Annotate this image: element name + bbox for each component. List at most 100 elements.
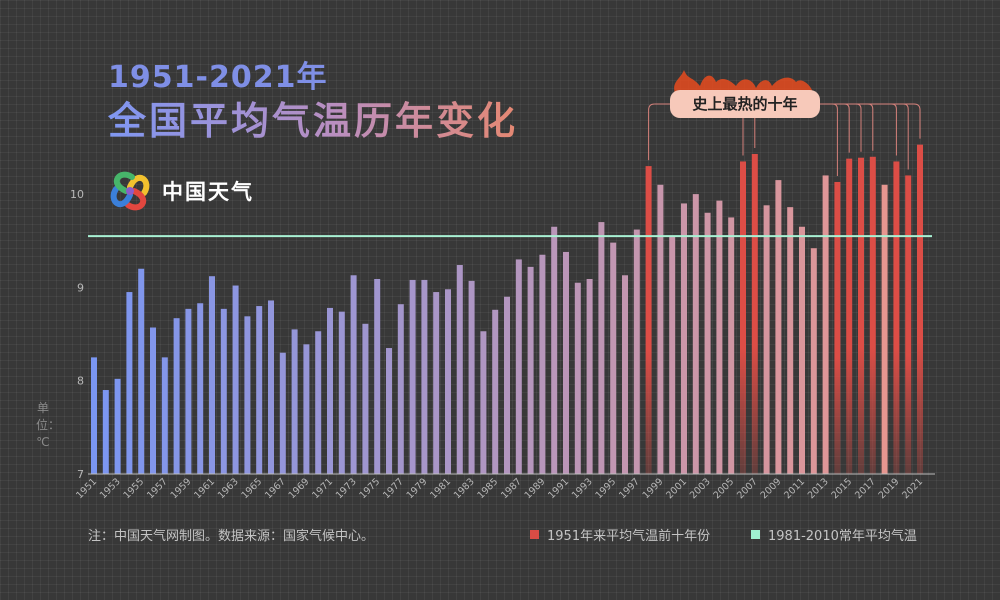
x-tick-label: 2009 — [759, 476, 784, 501]
bar-top-ten — [645, 166, 652, 475]
bar — [244, 316, 251, 474]
bar — [220, 308, 227, 474]
bar — [303, 344, 310, 474]
bar — [657, 184, 664, 474]
bar — [350, 275, 357, 474]
y-tick-label: 8 — [77, 375, 84, 388]
callout-badge — [670, 90, 820, 118]
bar — [468, 280, 475, 474]
bar-top-ten — [869, 156, 876, 474]
x-tick-label: 1979 — [405, 476, 430, 501]
y-tick-label: 9 — [77, 281, 84, 294]
x-tick-label: 2017 — [853, 476, 878, 501]
bar — [362, 323, 369, 474]
callout-label: 史上最热的十年 — [692, 95, 797, 113]
bar — [763, 205, 770, 474]
callout-connector — [913, 103, 921, 139]
x-tick-label: 1991 — [546, 476, 571, 501]
bar — [173, 318, 180, 474]
bar — [150, 327, 156, 474]
bar-top-ten — [846, 158, 853, 474]
bar — [397, 304, 404, 474]
bar — [775, 180, 782, 475]
x-tick-label: 2003 — [688, 476, 713, 501]
bar — [386, 348, 392, 474]
x-tick-label: 1981 — [428, 476, 453, 501]
callout-connector — [844, 103, 850, 153]
bar — [692, 194, 699, 474]
bar — [527, 266, 534, 474]
bar — [716, 200, 723, 475]
x-tick-label: 1997 — [617, 476, 642, 501]
x-tick-label: 1957 — [145, 476, 170, 501]
bar — [374, 279, 381, 474]
bar — [315, 331, 322, 474]
x-tick-label: 1985 — [475, 476, 500, 501]
bar — [822, 175, 829, 474]
bar — [433, 292, 440, 474]
bar — [91, 357, 97, 474]
x-tick-label: 2019 — [877, 476, 902, 501]
x-tick-label: 1993 — [570, 476, 595, 501]
bar — [622, 275, 628, 474]
bar — [409, 279, 416, 474]
bar — [327, 307, 333, 474]
bar — [445, 289, 451, 474]
bar — [681, 203, 687, 474]
x-tick-label: 1989 — [523, 476, 548, 501]
legend-label-normal: 1981-2010常年平均气温 — [768, 529, 917, 544]
bar — [799, 226, 805, 474]
bar — [232, 285, 239, 474]
callout-connector — [903, 103, 909, 170]
chart-title: 全国平均气温历年变化 — [108, 90, 518, 145]
callout-connector — [855, 103, 862, 152]
x-tick-label: 1959 — [169, 476, 194, 501]
callout-connector — [648, 103, 655, 161]
callout-connector — [832, 103, 838, 176]
bar — [787, 207, 794, 475]
x-tick-label: 1955 — [121, 476, 146, 501]
bar — [197, 303, 204, 474]
brand-logo: 中国天气 — [106, 167, 254, 215]
bar — [881, 184, 888, 474]
x-tick-label: 2021 — [900, 476, 925, 501]
x-tick-label: 1975 — [357, 476, 382, 501]
x-tick-label: 2013 — [806, 476, 831, 501]
x-tick-label: 1971 — [310, 476, 335, 501]
flame-icon — [674, 70, 812, 96]
x-tick-label: 1969 — [287, 476, 312, 501]
bar — [256, 306, 263, 474]
x-tick-label: 1961 — [192, 476, 217, 501]
bar — [810, 248, 817, 474]
bar-top-ten — [905, 175, 912, 474]
x-tick-label: 1967 — [263, 476, 288, 501]
legend-swatch-normal — [751, 530, 760, 539]
bar — [704, 212, 711, 474]
bar-top-ten — [740, 161, 746, 474]
bar-top-ten — [834, 181, 841, 474]
bar-top-ten — [893, 161, 900, 474]
y-tick-label: 10 — [70, 188, 84, 201]
bar — [598, 222, 605, 474]
x-tick-label: 1987 — [499, 476, 524, 501]
x-tick-label: 1999 — [641, 476, 666, 501]
bar — [669, 236, 676, 474]
x-tick-label: 2007 — [735, 476, 760, 501]
bar — [291, 329, 298, 474]
bar — [138, 268, 145, 474]
x-tick-label: 1995 — [593, 476, 618, 501]
bar — [338, 311, 345, 474]
bar — [102, 390, 109, 474]
x-tick-label: 2001 — [664, 476, 689, 501]
legend-label-top-ten: 1951年来平均气温前十年份 — [547, 529, 711, 544]
bar — [504, 296, 510, 474]
bar — [539, 254, 546, 474]
source-note: 注：中国天气网制图。数据来源：国家气候中心。 — [88, 529, 375, 544]
x-tick-label: 2015 — [829, 476, 854, 501]
bar — [586, 279, 593, 474]
callout-connector — [891, 103, 897, 156]
bar-top-ten — [917, 144, 923, 474]
bar — [574, 282, 581, 474]
